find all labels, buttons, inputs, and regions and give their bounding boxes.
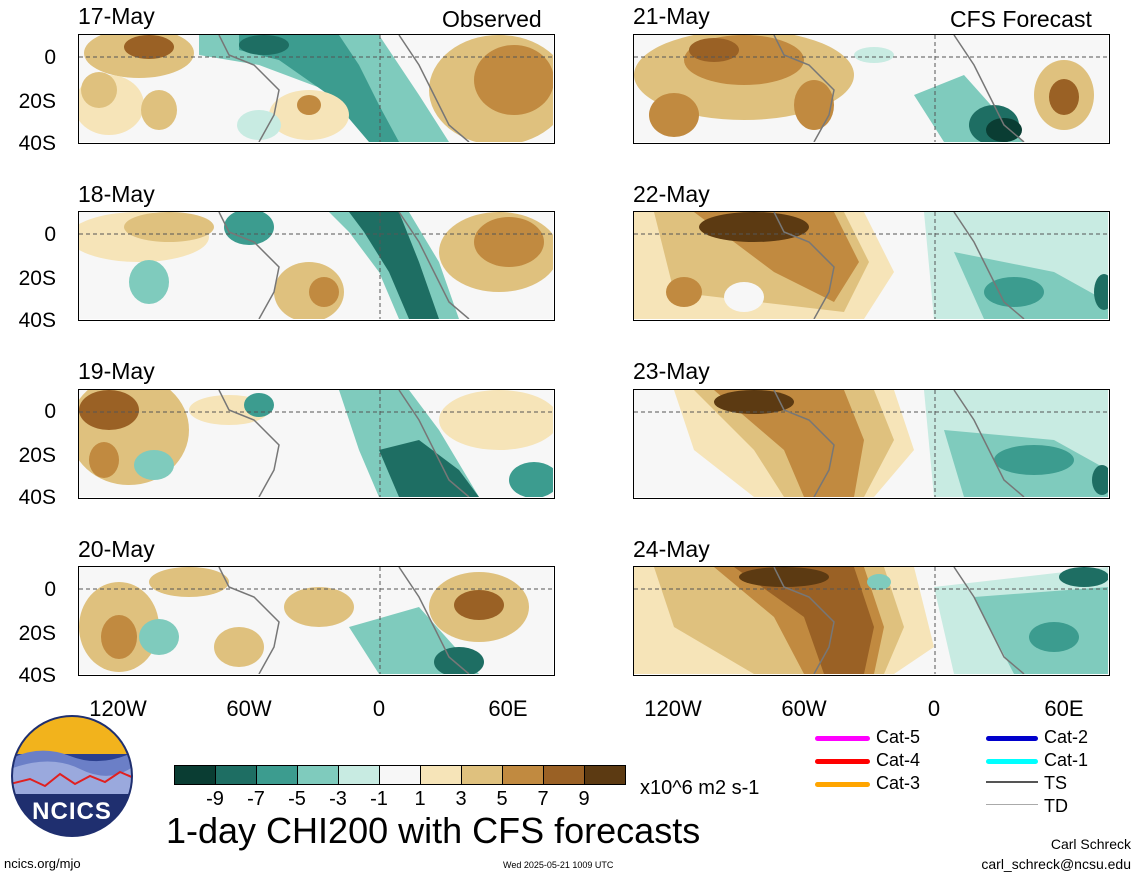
- date-label: 24-May: [633, 536, 710, 562]
- map-panel-17-may: [78, 34, 555, 144]
- map-panel-20-may: [78, 566, 555, 676]
- lat-label: 20S: [18, 444, 56, 467]
- figure-title: 1-day CHI200 with CFS forecasts: [166, 810, 701, 851]
- legend-swatch-cat3: [815, 782, 870, 787]
- lat-label: 0: [44, 578, 56, 601]
- colorbar-swatch: [543, 766, 584, 784]
- lat-label: 0: [44, 46, 56, 69]
- colorbar-tick: 1: [414, 788, 426, 810]
- lon-label: 0: [927, 696, 941, 721]
- legend-swatch-cat5: [815, 736, 870, 741]
- lon-label: 60E: [1044, 696, 1084, 721]
- legend-swatch-ts: [986, 781, 1038, 783]
- colorbar-swatch: [175, 766, 215, 784]
- lat-label: 20S: [18, 622, 56, 645]
- date-label: 23-May: [633, 358, 710, 384]
- map-panel-19-may: [78, 389, 555, 499]
- colorbar-units: x10^6 m2 s-1: [640, 777, 760, 799]
- lon-label: 60W: [226, 696, 272, 721]
- legend-label-cat4: Cat-4: [876, 750, 921, 770]
- lat-label: 40S: [18, 309, 56, 332]
- date-label: 20-May: [78, 536, 155, 562]
- date-label: 19-May: [78, 358, 155, 384]
- legend-label-ts: TS: [1044, 773, 1068, 793]
- colorbar-tick: 9: [578, 788, 590, 810]
- legend-label-td: TD: [1044, 796, 1068, 816]
- map-panel-21-may: [633, 34, 1110, 144]
- lon-label: 0: [372, 696, 386, 721]
- lat-label: 40S: [18, 664, 56, 687]
- colorbar: [174, 765, 626, 785]
- legend-label-cat3: Cat-3: [876, 773, 921, 793]
- legend-label-cat5: Cat-5: [876, 727, 921, 747]
- colorbar-tick: -3: [329, 788, 347, 810]
- colorbar-swatch: [420, 766, 461, 784]
- legend-label-cat1: Cat-1: [1044, 750, 1089, 770]
- header-cfs-forecast: CFS Forecast: [950, 6, 1092, 32]
- date-label: 22-May: [633, 181, 710, 207]
- lat-label: 20S: [18, 90, 56, 113]
- legend-swatch-cat1: [986, 759, 1038, 764]
- colorbar-swatch: [256, 766, 297, 784]
- colorbar-tick: -9: [206, 788, 224, 810]
- legend-swatch-cat4: [815, 759, 870, 764]
- footer-timestamp: Wed 2025-05-21 1009 UTC: [503, 860, 614, 870]
- lat-label: 40S: [18, 486, 56, 509]
- lat-label: 40S: [18, 132, 56, 155]
- map-panel-18-may: [78, 211, 555, 321]
- date-label: 18-May: [78, 181, 155, 207]
- map-panel-22-may: [633, 211, 1110, 321]
- colorbar-swatch: [502, 766, 543, 784]
- legend-swatch-td: [986, 804, 1038, 805]
- lon-label: 120W: [644, 696, 702, 721]
- lon-label: 60W: [781, 696, 827, 721]
- map-panel-24-may: [633, 566, 1110, 676]
- footer-email: carl_schreck@ncsu.edu: [981, 856, 1131, 872]
- footer-author: Carl Schreck: [1050, 836, 1131, 852]
- colorbar-tick: 5: [496, 788, 508, 810]
- logo-text: NCICS: [32, 798, 112, 825]
- map-panel-23-may: [633, 389, 1110, 499]
- colorbar-tick: 3: [455, 788, 467, 810]
- colorbar-tick: -1: [370, 788, 388, 810]
- legend-label-cat2: Cat-2: [1044, 727, 1089, 747]
- lon-label: 120W: [89, 696, 147, 721]
- colorbar-tick: 7: [537, 788, 549, 810]
- footer-url: ncics.org/mjo: [4, 856, 81, 871]
- legend-swatch-cat2: [986, 736, 1038, 741]
- lat-label: 0: [44, 223, 56, 246]
- colorbar-swatch: [215, 766, 256, 784]
- colorbar-tick: -5: [288, 788, 306, 810]
- date-label: 17-May: [78, 3, 155, 29]
- lat-label: 20S: [18, 267, 56, 290]
- colorbar-swatch: [338, 766, 379, 784]
- colorbar-tick: -7: [247, 788, 265, 810]
- ncics-logo: NCICS: [10, 714, 134, 838]
- lat-label: 0: [44, 400, 56, 423]
- colorbar-swatch: [297, 766, 338, 784]
- colorbar-swatch: [379, 766, 420, 784]
- lon-label: 60E: [488, 696, 528, 721]
- colorbar-swatch: [584, 766, 625, 784]
- colorbar-ticks: -9 -7 -5 -3 -1 1 3 5 7 9: [174, 788, 626, 812]
- colorbar-swatch: [461, 766, 502, 784]
- header-observed: Observed: [442, 6, 542, 32]
- date-label: 21-May: [633, 3, 710, 29]
